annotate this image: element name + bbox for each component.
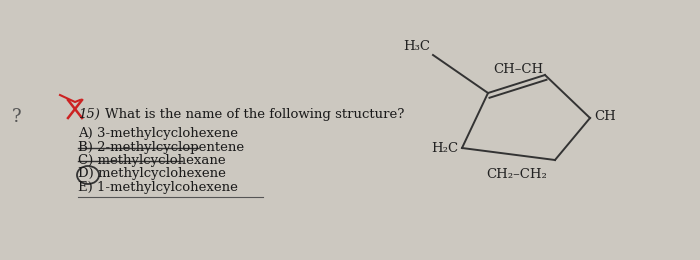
- Text: C) methylcyclohexane: C) methylcyclohexane: [78, 154, 225, 167]
- Text: ?: ?: [12, 108, 22, 126]
- Text: CH₂–CH₂: CH₂–CH₂: [486, 168, 547, 181]
- Text: H₃C: H₃C: [403, 40, 430, 53]
- Text: CH: CH: [594, 109, 616, 122]
- Text: A) 3-methylcyclohexene: A) 3-methylcyclohexene: [78, 127, 238, 140]
- Text: E) 1-methylcylcohexene: E) 1-methylcylcohexene: [78, 181, 238, 194]
- Text: 15): 15): [78, 108, 100, 121]
- Text: CH–CH: CH–CH: [494, 63, 544, 76]
- Text: B) 2-methylcyclopentene: B) 2-methylcyclopentene: [78, 141, 244, 154]
- Text: D) methylcyclohexene: D) methylcyclohexene: [78, 167, 226, 180]
- Text: H₂C: H₂C: [431, 141, 458, 154]
- Text: What is the name of the following structure?: What is the name of the following struct…: [105, 108, 405, 121]
